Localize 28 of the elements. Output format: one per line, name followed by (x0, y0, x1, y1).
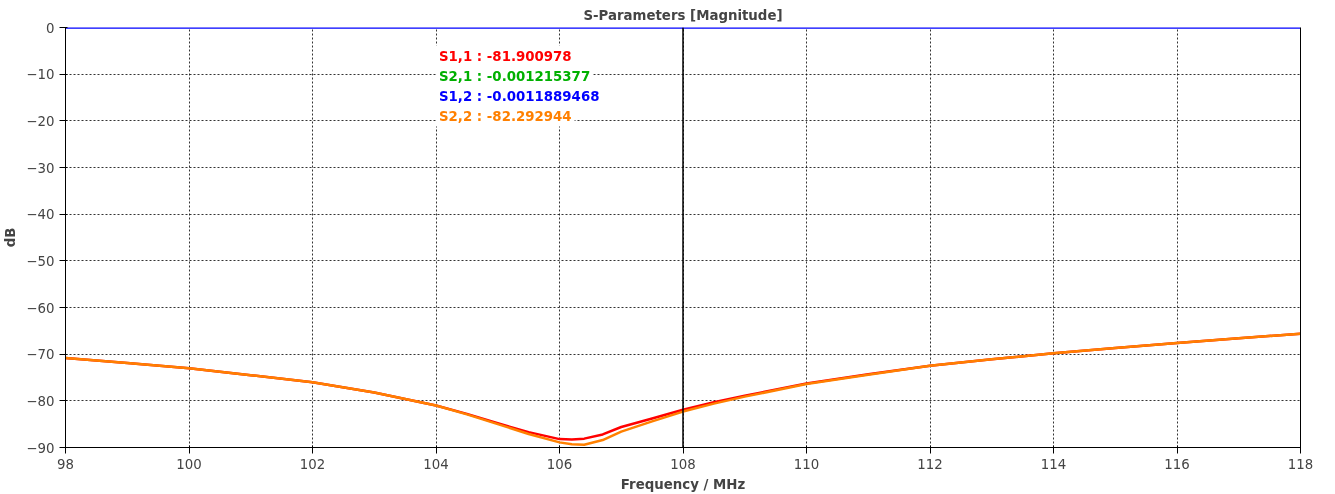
x-tick-label: 116 (1164, 456, 1190, 472)
text: S2,1 : -0.001215377 (439, 68, 591, 84)
x-tick-label: 108 (670, 456, 696, 472)
y-axis-title: dB (3, 227, 19, 248)
x-tick-label: 106 (546, 456, 573, 472)
x-tick-label: 118 (1287, 456, 1314, 472)
x-tick-label: 98 (57, 456, 74, 472)
y-tick-label: −50 (26, 253, 55, 269)
x-tick-label: 104 (423, 456, 449, 472)
y-tick-label: −70 (26, 347, 55, 363)
text: S2,2 : -82.292944 (439, 108, 572, 124)
y-tick-label: −60 (26, 300, 55, 316)
x-tick-label: 102 (299, 456, 326, 472)
y-tick-label: −10 (26, 67, 55, 83)
x-tick-label: 100 (176, 456, 202, 472)
x-tick-label: 114 (1040, 456, 1067, 472)
y-tick-label: −30 (26, 160, 55, 176)
text: S1,1 : -81.900978 (439, 48, 572, 64)
text: S1,2 : -0.0011889468 (439, 88, 600, 104)
chart-title: S-Parameters [Magnitude] (583, 7, 783, 23)
y-tick-label: −20 (26, 113, 55, 129)
x-tick-label: 110 (793, 456, 820, 472)
y-tick-label: −40 (26, 207, 55, 223)
y-tick-label: −90 (26, 440, 55, 456)
y-tick-label: 0 (46, 20, 55, 36)
y-tick-label: −80 (26, 393, 55, 409)
x-tick-label: 112 (917, 456, 943, 472)
x-axis-title: Frequency / MHz (620, 476, 746, 492)
